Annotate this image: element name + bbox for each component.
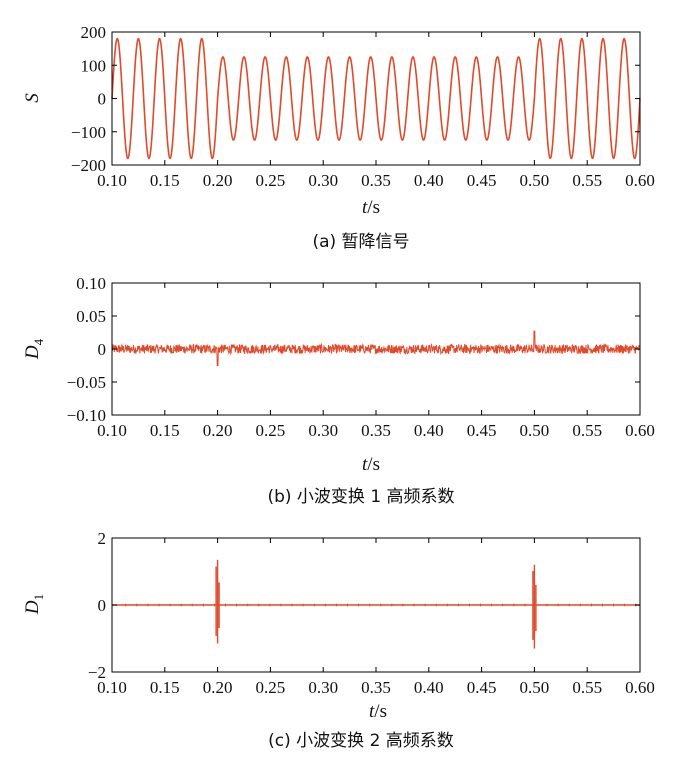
xtick-label-a-6: 0.40 xyxy=(414,171,444,190)
xtick-label-c-9: 0.55 xyxy=(572,678,602,697)
xtick-label-c-7: 0.45 xyxy=(467,678,497,697)
ylabel-b: D4 xyxy=(22,338,46,360)
xtick-label-b-5: 0.35 xyxy=(361,421,391,440)
ytick-label-a-0: 200 xyxy=(81,23,107,42)
xtick-label-b-2: 0.20 xyxy=(203,421,233,440)
plot-area-a: 0.10 0.15 0.20 0.25 0.30 0.35 0.40 0.45 0.50 0.55… xyxy=(71,23,655,190)
xtick-label-c-6: 0.40 xyxy=(414,678,444,697)
xtick-label-c-8: 0.50 xyxy=(520,678,550,697)
spike-c-1 xyxy=(532,564,537,649)
xtick-label-a-1: 0.15 xyxy=(150,171,180,190)
xtick-label-a-2: 0.20 xyxy=(203,171,233,190)
ytick-label-a-3: −100 xyxy=(71,123,106,142)
chart-c: 0.10 0.15 0.20 0.25 0.30 0.35 0.40 0.45 0.50 0.55… xyxy=(22,529,655,751)
xtick-label-a-4: 0.30 xyxy=(308,171,338,190)
ylabel-a: S xyxy=(22,93,43,103)
caption-a: (a) 暂降信号 xyxy=(312,232,409,252)
xtick-label-c-0: 0.10 xyxy=(97,678,127,697)
xtick-label-c-1: 0.15 xyxy=(150,678,180,697)
ytick-label-c-0: 2 xyxy=(98,529,107,548)
xlabel-c: t/s xyxy=(369,701,387,722)
ytick-label-a-1: 100 xyxy=(81,56,107,75)
ytick-label-c-2: −2 xyxy=(88,663,106,682)
xtick-label-a-0: 0.10 xyxy=(97,171,127,190)
xtick-label-b-10: 0.60 xyxy=(625,421,655,440)
xtick-label-c-3: 0.25 xyxy=(256,678,286,697)
chart-b: 0.10 0.15 0.20 0.25 0.30 0.35 0.40 0.45 0.50 0.55… xyxy=(22,274,655,507)
xtick-label-a-10: 0.60 xyxy=(625,171,655,190)
series-line-b xyxy=(111,330,641,366)
ytick-label-b-0: 0.10 xyxy=(76,274,106,293)
minor-impulses-c xyxy=(125,603,637,607)
xlabel-a: t/s xyxy=(362,197,380,218)
xtick-label-b-4: 0.30 xyxy=(308,421,338,440)
ytick-label-c-1: 0 xyxy=(98,596,107,615)
xtick-label-b-8: 0.50 xyxy=(520,421,550,440)
xtick-label-c-2: 0.20 xyxy=(203,678,233,697)
xtick-label-b-7: 0.45 xyxy=(467,421,497,440)
caption-c: (c) 小波变换 2 高频系数 xyxy=(268,731,454,751)
ytick-label-b-4: −0.10 xyxy=(67,406,106,425)
xtick-label-b-0: 0.10 xyxy=(97,421,127,440)
chart-a: 0.10 0.15 0.20 0.25 0.30 0.35 0.40 0.45 0.50 0.55… xyxy=(22,23,655,252)
xtick-label-a-8: 0.50 xyxy=(520,171,550,190)
xtick-label-c-4: 0.30 xyxy=(308,678,338,697)
plot-area-c: 0.10 0.15 0.20 0.25 0.30 0.35 0.40 0.45 0.50 0.55… xyxy=(88,529,655,697)
xtick-label-b-1: 0.15 xyxy=(150,421,180,440)
ytick-label-a-4: −200 xyxy=(71,156,106,175)
xtick-label-b-6: 0.40 xyxy=(414,421,444,440)
xtick-label-b-3: 0.25 xyxy=(256,421,286,440)
series-line-a xyxy=(111,37,641,160)
xtick-label-a-9: 0.55 xyxy=(572,171,602,190)
xtick-label-c-5: 0.35 xyxy=(361,678,391,697)
spike-c-0 xyxy=(215,559,220,644)
ytick-label-a-2: 0 xyxy=(98,90,107,109)
ytick-label-b-1: 0.05 xyxy=(76,307,106,326)
xlabel-b: t/s xyxy=(362,454,380,475)
xtick-label-a-7: 0.45 xyxy=(467,171,497,190)
plot-area-b: 0.10 0.15 0.20 0.25 0.30 0.35 0.40 0.45 0.50 0.55… xyxy=(67,274,655,440)
xtick-label-a-5: 0.35 xyxy=(361,171,391,190)
ytick-label-b-3: −0.05 xyxy=(67,373,106,392)
ylabel-c: D1 xyxy=(22,594,46,615)
xtick-label-a-3: 0.25 xyxy=(256,171,286,190)
xtick-label-c-10: 0.60 xyxy=(625,678,655,697)
ytick-label-b-2: 0 xyxy=(98,340,107,359)
caption-b: (b) 小波变换 1 高频系数 xyxy=(267,487,454,507)
xtick-label-b-9: 0.55 xyxy=(572,421,602,440)
